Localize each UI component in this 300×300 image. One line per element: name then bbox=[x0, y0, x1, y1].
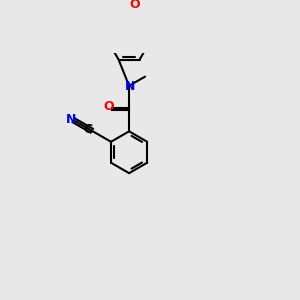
Text: N: N bbox=[66, 112, 76, 125]
Text: N: N bbox=[125, 80, 136, 93]
Text: O: O bbox=[103, 100, 114, 113]
Text: C: C bbox=[84, 123, 93, 136]
Text: O: O bbox=[130, 0, 140, 11]
